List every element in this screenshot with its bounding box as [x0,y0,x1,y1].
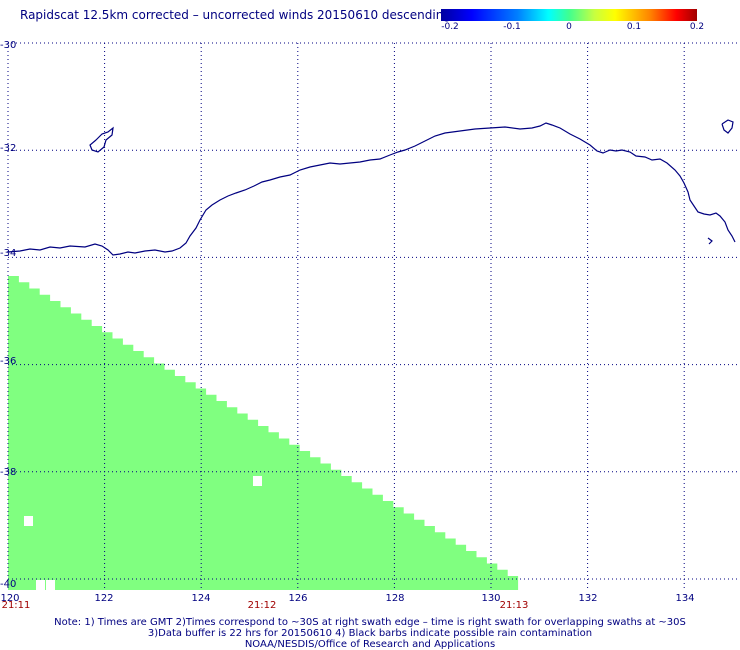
colorbar [441,9,697,21]
swath-column [278,438,290,590]
swath-coverage [8,276,519,590]
footnote-line-1: Note: 1) Times are GMT 2)Times correspon… [54,617,686,628]
lon-label: 134 [675,593,695,604]
swath-column [392,507,404,590]
swath-column [247,419,259,590]
colorbar-tick: -0.2 [441,22,459,32]
swath-column [455,544,467,590]
swath-column [299,451,311,590]
lat-label: -32 [0,143,17,154]
colorbar-tick: 0.1 [626,22,642,32]
map-title: Rapidscat 12.5km corrected – uncorrected… [20,8,451,22]
lon-label: 124 [191,593,211,604]
swath-column [424,526,435,590]
swath-column [8,276,19,590]
swath-gap [253,476,262,486]
swath-column [153,363,165,590]
swath-column [184,382,196,590]
swath-column [465,551,477,590]
swath-column [18,282,30,590]
lon-label: 120 [0,593,20,604]
swath-column [486,563,498,590]
lat-label: -40 [0,579,17,590]
swath-column [101,332,113,590]
swath-column [340,476,352,590]
lon-label: 122 [94,593,114,604]
lat-label: -34 [0,248,17,259]
swath-column [143,357,155,590]
swath-column [444,538,456,590]
swath-column [507,576,519,590]
swath-column [403,513,415,590]
lat-label: -36 [0,356,17,367]
time-label: 21:13 [499,600,529,611]
swath-column [236,413,248,590]
swath-column [288,444,300,590]
lon-label: 126 [288,593,308,604]
swath-column [28,288,40,590]
swath-column [39,294,51,590]
swath-column [60,307,71,590]
colorbar-tick: 0 [566,22,572,32]
swath-column [226,407,238,590]
coastline-east-fragment [721,119,734,134]
footnote-line-2: 3)Data buffer is 22 hrs for 20150610 4) … [147,628,593,639]
swath-column [309,457,321,590]
time-label: 21:12 [247,600,277,611]
colorbar-tick: 0.2 [689,22,705,32]
swath-gap [24,516,33,526]
footnote-line-3: NOAA/NESDIS/Office of Research and Appli… [244,639,496,650]
swath-column [164,369,175,590]
coastline-inlet [707,237,713,245]
coastline-australia [7,122,736,256]
swath-column [268,432,279,590]
swath-column [476,557,487,590]
swath-column [216,401,227,590]
swath-column [361,488,373,590]
swath-column [257,426,269,590]
coastline-island [89,126,114,153]
lon-label: 130 [481,593,501,604]
swath-column [413,519,425,590]
swath-column [174,376,186,590]
swath-column [434,532,446,590]
swath-column [49,301,61,590]
lon-label: 132 [578,593,598,604]
swath-column [351,482,363,590]
swath-column [70,313,82,590]
swath-column [205,394,217,590]
swath-column [122,344,134,590]
swath-gap [46,580,55,590]
lon-label: 128 [385,593,405,604]
swath-column [112,338,123,590]
swath-column [382,501,394,590]
colorbar-tick: -0.1 [503,22,521,32]
swath-column [195,388,207,590]
swath-column [330,469,342,590]
swath-column [372,494,383,590]
time-label: 21:11 [1,600,31,611]
lat-label: -38 [0,467,17,478]
swath-column [496,569,508,590]
swath-gap [36,580,45,590]
swath-column [80,319,92,590]
swath-column [320,463,331,590]
swath-column [91,326,103,590]
lat-label: -30 [0,40,17,51]
swath-column [132,351,144,590]
